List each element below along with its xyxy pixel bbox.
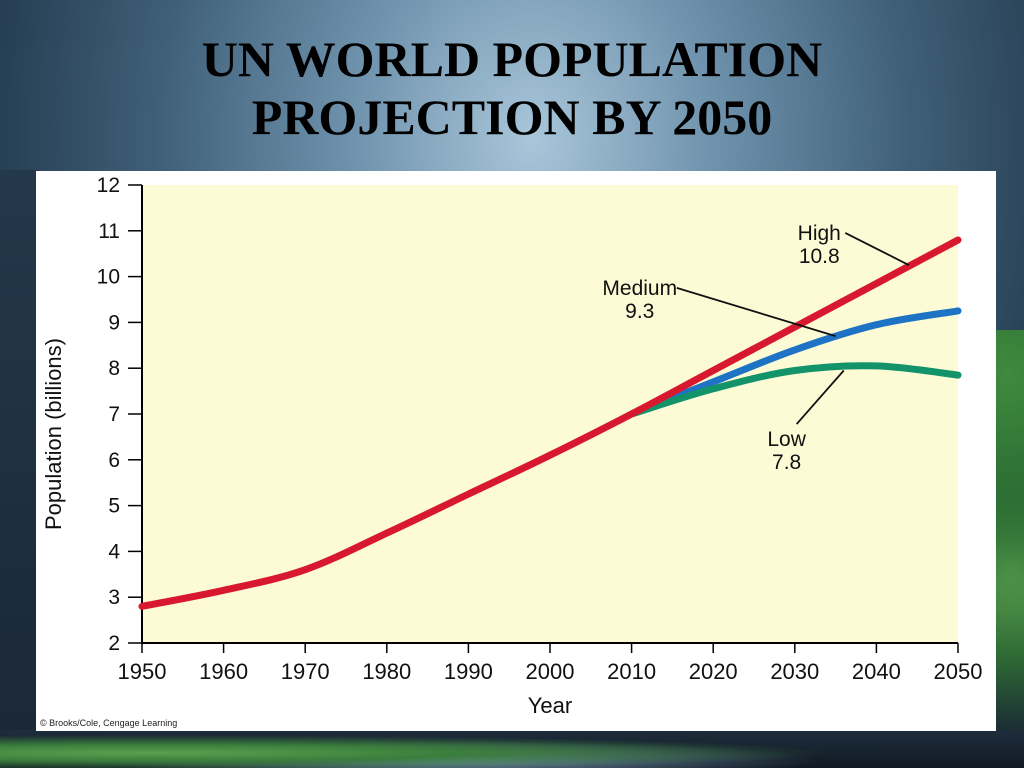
x-tick-label-1980: 1980 xyxy=(362,659,411,684)
y-tick-label-10: 10 xyxy=(97,266,120,289)
x-tick-label-2010: 2010 xyxy=(607,659,656,684)
x-tick-label-2040: 2040 xyxy=(852,659,901,684)
annotation-medium-name: Medium xyxy=(602,277,677,300)
x-tick-label-2050: 2050 xyxy=(934,659,983,684)
x-tick-label-2000: 2000 xyxy=(526,659,575,684)
y-axis-label: Population (billions) xyxy=(41,338,66,530)
x-tick-label-1960: 1960 xyxy=(199,659,248,684)
annotation-low-value: 7.8 xyxy=(772,451,801,474)
slide-title-line-1: UN WORLD POPULATION xyxy=(201,31,823,87)
y-tick-label-6: 6 xyxy=(108,449,120,472)
x-tick-label-1990: 1990 xyxy=(444,659,493,684)
annotation-high-leader-line xyxy=(844,232,910,266)
y-tick-label-7: 7 xyxy=(108,403,120,426)
background-right-foliage xyxy=(996,330,1024,768)
y-tick-label-3: 3 xyxy=(108,586,120,609)
background-bottom-foliage xyxy=(0,730,1024,768)
population-chart: 2 3 4 5 6 7 8 9 10 11 12 1950 1960 1970 1980 1990 2000 20… xyxy=(41,174,983,718)
slide-title-line-2: PROJECTION BY 2050 xyxy=(251,89,773,145)
annotation-low-name: Low xyxy=(767,428,806,451)
annotation-high-value: 10.8 xyxy=(799,245,840,268)
annotation-medium-value: 9.3 xyxy=(625,300,654,323)
plot-area xyxy=(142,185,958,643)
y-tick-label-8: 8 xyxy=(108,357,120,380)
chart-panel: 2 3 4 5 6 7 8 9 10 11 12 1950 1960 1970 1980 1990 2000 20… xyxy=(36,171,996,731)
y-tick-label-5: 5 xyxy=(108,495,120,518)
background-left-panel xyxy=(0,170,40,768)
copyright-credit: © Brooks/Cole, Cengage Learning xyxy=(40,718,178,728)
series-line-high xyxy=(138,236,962,610)
y-tick-label-2: 2 xyxy=(108,632,120,655)
y-tick-label-12: 12 xyxy=(97,174,120,197)
x-tick-label-1950: 1950 xyxy=(118,659,167,684)
annotation-low-leader-line xyxy=(795,369,845,425)
series-line-medium xyxy=(628,307,962,418)
x-tick-label-1970: 1970 xyxy=(281,659,330,684)
x-tick-label-2030: 2030 xyxy=(770,659,819,684)
y-tick-label-11: 11 xyxy=(98,220,120,243)
slide-title: UN WORLD POPULATION PROJECTION BY 2050 xyxy=(0,30,1024,146)
series-line-low xyxy=(628,362,962,418)
x-tick-label-2020: 2020 xyxy=(689,659,738,684)
annotation-medium-leader-line xyxy=(676,287,836,338)
annotation-high-name: High xyxy=(798,222,841,245)
y-tick-label-4: 4 xyxy=(108,540,120,563)
x-axis-label: Year xyxy=(528,693,572,718)
y-tick-label-9: 9 xyxy=(108,311,120,334)
